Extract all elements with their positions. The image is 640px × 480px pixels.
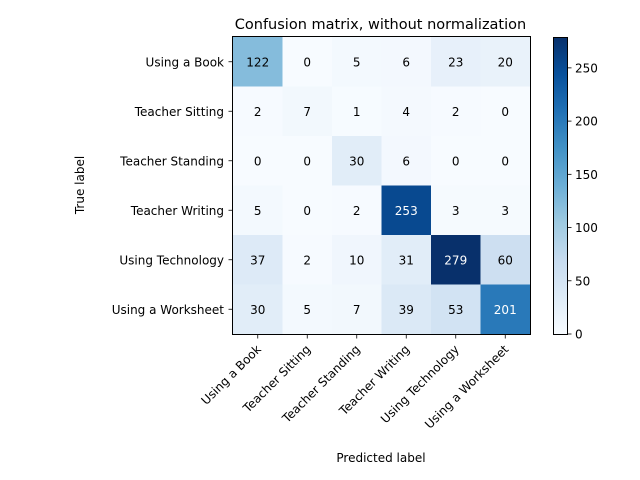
- cell-value-label: 0: [452, 154, 460, 168]
- heatmap-cell: [233, 284, 284, 335]
- chart-title: Confusion matrix, without normalization: [235, 17, 526, 33]
- cell-value-label: 0: [303, 204, 311, 218]
- cell-value-label: 1: [353, 105, 361, 119]
- heatmap-cell: [332, 235, 383, 286]
- colorbar: [553, 37, 568, 334]
- cell-value-label: 30: [250, 303, 265, 317]
- cell-value-label: 201: [494, 303, 517, 317]
- heatmap-cell: [431, 136, 482, 187]
- heatmap-cells: [233, 37, 531, 335]
- heatmap-cell: [431, 185, 482, 236]
- heatmap-cell: [480, 284, 531, 335]
- cell-value-label: 20: [498, 55, 513, 69]
- heatmap-cell: [480, 37, 531, 88]
- heatmap-cell: [381, 136, 432, 187]
- cell-value-label: 5: [254, 204, 262, 218]
- x-tick-label: Using a Worksheet: [422, 342, 512, 432]
- cell-value-label: 3: [452, 204, 460, 218]
- cell-value-label: 53: [448, 303, 463, 317]
- cell-value-label: 37: [250, 253, 265, 267]
- heatmap-annotations: 122 0 5 6 23 202 7 1 4 2 00 0 30 6 0 05 0 2 253 3 337 2 10 31 27…: [246, 55, 516, 317]
- heatmap-cell: [431, 235, 482, 286]
- cell-value-label: 0: [501, 154, 509, 168]
- colorbar-tick-label: 200: [575, 115, 598, 129]
- cell-value-label: 5: [303, 303, 311, 317]
- y-tick-label: Teacher Sitting: [134, 105, 224, 119]
- heatmap-cell: [431, 284, 482, 335]
- heatmap-cell: [233, 37, 284, 88]
- colorbar-tick-label: 50: [575, 274, 590, 288]
- heatmap-cell: [381, 185, 432, 236]
- cell-value-label: 7: [353, 303, 361, 317]
- colorbar-tick-label: 100: [575, 221, 598, 235]
- y-axis: Using a Book Teacher Sitting Teacher Stand…: [112, 55, 232, 317]
- heatmap-cell: [282, 284, 333, 335]
- cell-value-label: 2: [353, 204, 361, 218]
- y-tick-label: Using a Worksheet: [112, 303, 225, 317]
- heatmap-frame: [232, 36, 531, 335]
- cell-value-label: 39: [399, 303, 414, 317]
- cell-value-label: 6: [402, 55, 410, 69]
- colorbar-tick-label: 0: [575, 328, 583, 342]
- heatmap-cell: [381, 86, 432, 137]
- heatmap-cell: [282, 37, 333, 88]
- heatmap-cell: [431, 37, 482, 88]
- cell-value-label: 31: [399, 253, 414, 267]
- cell-value-label: 2: [452, 105, 460, 119]
- y-tick-label: Teacher Standing: [119, 154, 224, 168]
- colorbar-frame: [553, 37, 568, 335]
- heatmap-cell: [233, 86, 284, 137]
- heatmap-cell: [381, 284, 432, 335]
- colorbar-ticks: 0 50 100 150 200 250: [568, 61, 598, 342]
- heatmap-cell: [282, 86, 333, 137]
- cell-value-label: 60: [498, 253, 513, 267]
- x-axis-label: Predicted label: [336, 451, 425, 465]
- heatmap-cell: [282, 235, 333, 286]
- heatmap-cell: [480, 185, 531, 236]
- heatmap-cell: [332, 185, 383, 236]
- heatmap-cell: [332, 86, 383, 137]
- cell-value-label: 2: [254, 105, 262, 119]
- heatmap-cell: [332, 136, 383, 187]
- heatmap-cell: [332, 37, 383, 88]
- cell-value-label: 253: [395, 204, 418, 218]
- cell-value-label: 7: [303, 105, 311, 119]
- cell-value-label: 4: [402, 105, 410, 119]
- heatmap-cell: [233, 235, 284, 286]
- colorbar-tick-label: 150: [575, 168, 598, 182]
- cell-value-label: 23: [448, 55, 463, 69]
- heatmap-cell: [431, 86, 482, 137]
- heatmap-cell: [480, 235, 531, 286]
- cell-value-label: 0: [501, 105, 509, 119]
- cell-value-label: 0: [303, 154, 311, 168]
- y-tick-label: Using Technology: [119, 253, 224, 267]
- y-axis-label: True label: [73, 156, 87, 215]
- colorbar-tick-label: 250: [575, 61, 598, 75]
- heatmap-cell: [332, 284, 383, 335]
- cell-value-label: 30: [349, 154, 364, 168]
- cell-value-label: 3: [501, 204, 509, 218]
- heatmap-cell: [233, 136, 284, 187]
- cell-value-label: 279: [444, 253, 467, 267]
- heatmap-cell: [381, 37, 432, 88]
- heatmap-cell: [480, 136, 531, 187]
- heatmap-cell: [381, 235, 432, 286]
- heatmap-cell: [480, 86, 531, 137]
- y-tick-label: Using a Book: [146, 55, 224, 69]
- cell-value-label: 2: [303, 253, 311, 267]
- heatmap-cell: [282, 185, 333, 236]
- heatmap-cell: [282, 136, 333, 187]
- cell-value-label: 0: [254, 154, 262, 168]
- cell-value-label: 10: [349, 253, 364, 267]
- cell-value-label: 0: [303, 55, 311, 69]
- cell-value-label: 6: [402, 154, 410, 168]
- heatmap-cell: [233, 185, 284, 236]
- cell-value-label: 5: [353, 55, 361, 69]
- cell-value-label: 122: [246, 55, 269, 69]
- y-tick-label: Teacher Writing: [130, 204, 224, 218]
